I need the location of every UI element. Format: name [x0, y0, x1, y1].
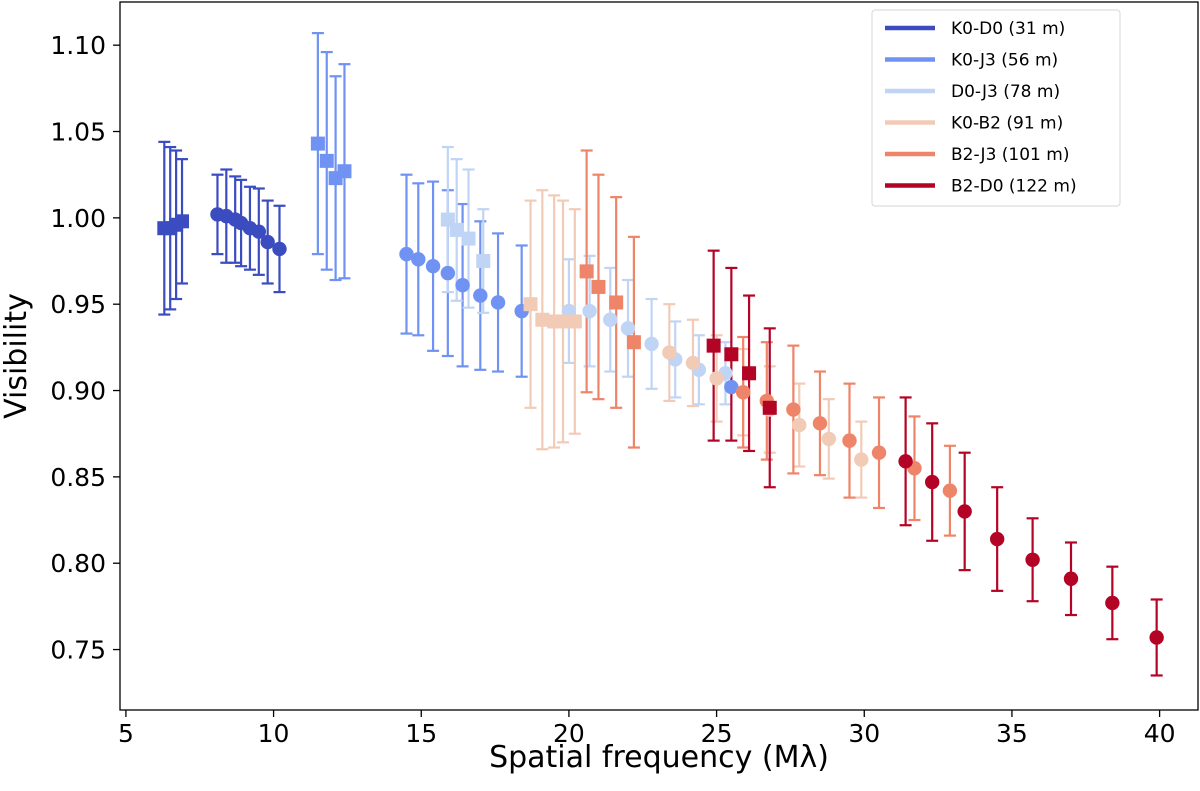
y-tick-label: 1.00: [50, 204, 106, 233]
data-point-square: [449, 222, 464, 237]
data-point-circle: [812, 416, 828, 431]
data-point-circle: [735, 385, 751, 400]
data-point-circle: [272, 241, 287, 257]
y-tick-label: 1.10: [50, 31, 106, 60]
data-point-square: [175, 214, 190, 229]
legend-label: B2-D0 (122 m): [951, 177, 1077, 197]
data-point-square: [319, 153, 334, 168]
data-point-square: [310, 136, 325, 151]
data-point-circle: [260, 234, 275, 250]
data-point-circle: [871, 445, 887, 460]
data-point-circle: [792, 417, 807, 433]
legend-label: D0-J3 (78 m): [951, 82, 1060, 102]
data-point-circle: [620, 321, 636, 336]
data-point-square: [461, 231, 476, 246]
data-point-square: [724, 347, 739, 362]
x-axis: 5 10 15 20 25 30 35 40: [118, 710, 1176, 748]
x-tick-label: 30: [848, 719, 880, 748]
data-point-circle: [842, 433, 857, 448]
data-point-circle: [724, 379, 739, 395]
data-point-square: [523, 297, 538, 312]
data-point-circle: [473, 288, 488, 303]
data-point-circle: [1105, 595, 1120, 611]
data-point-square: [567, 314, 582, 329]
x-tick-label: 40: [1144, 719, 1176, 748]
y-axis: 0.75 0.80 0.85 0.90 0.95 1.00 1.05 1.10: [50, 31, 120, 665]
x-tick-label: 35: [996, 719, 1028, 748]
data-point-circle: [251, 224, 267, 239]
legend-label: K0-D0 (31 m): [951, 19, 1065, 39]
legend-label: B2-J3 (101 m): [951, 145, 1069, 165]
markers-layer: [157, 136, 1164, 645]
legend-label: K0-J3 (56 m): [951, 51, 1058, 71]
data-point-circle: [898, 454, 913, 469]
data-point-circle: [399, 246, 414, 262]
plot-frame: [119, 1, 1199, 711]
data-point-square: [706, 338, 721, 353]
x-tick-label: 5: [118, 719, 134, 748]
data-point-circle: [821, 431, 837, 447]
data-point-circle: [455, 278, 470, 293]
data-point-circle: [957, 504, 972, 519]
y-tick-label: 1.05: [50, 118, 106, 147]
data-point-square: [742, 366, 757, 381]
data-point-square: [591, 279, 606, 294]
data-point-square: [609, 295, 624, 310]
data-point-circle: [942, 483, 958, 498]
data-point-square: [762, 400, 777, 415]
data-point-circle: [1025, 552, 1040, 567]
data-point-circle: [1149, 630, 1164, 645]
data-point-circle: [685, 355, 701, 371]
legend-label: K0-B2 (91 m): [951, 114, 1063, 134]
data-point-circle: [582, 303, 597, 319]
x-tick-label: 10: [258, 719, 290, 748]
data-point-circle: [440, 265, 456, 281]
data-point-circle: [411, 252, 426, 267]
data-point-circle: [709, 371, 724, 386]
data-point-circle: [854, 452, 869, 467]
y-tick-label: 0.75: [50, 636, 106, 665]
x-tick-label: 20: [553, 719, 585, 748]
x-axis-label: Spatial frequency (Mλ): [489, 740, 829, 775]
data-point-circle: [924, 474, 940, 490]
data-point-circle: [425, 259, 441, 274]
y-tick-label: 0.80: [50, 549, 106, 578]
y-tick-label: 0.90: [50, 377, 106, 406]
data-point-circle: [1063, 571, 1079, 586]
x-tick-label: 15: [405, 719, 437, 748]
data-point-circle: [989, 531, 1005, 547]
data-point-circle: [603, 312, 618, 327]
y-tick-label: 0.85: [50, 463, 106, 492]
data-point-square: [535, 312, 550, 327]
data-point-square: [579, 264, 594, 279]
data-point-square: [476, 254, 491, 269]
data-point-circle: [786, 402, 801, 417]
x-tick-label: 25: [701, 719, 733, 748]
data-point-square: [337, 164, 352, 179]
data-point-circle: [644, 336, 659, 352]
legend: K0-D0 (31 m) K0-J3 (56 m) D0-J3 (78 m) K0-B…: [871, 9, 1121, 207]
data-point-square: [626, 335, 641, 350]
data-point-circle: [662, 345, 677, 360]
data-point-square: [556, 314, 571, 329]
y-axis-label: Visibility: [0, 293, 34, 419]
y-tick-label: 0.95: [50, 290, 106, 319]
data-point-circle: [490, 295, 506, 310]
